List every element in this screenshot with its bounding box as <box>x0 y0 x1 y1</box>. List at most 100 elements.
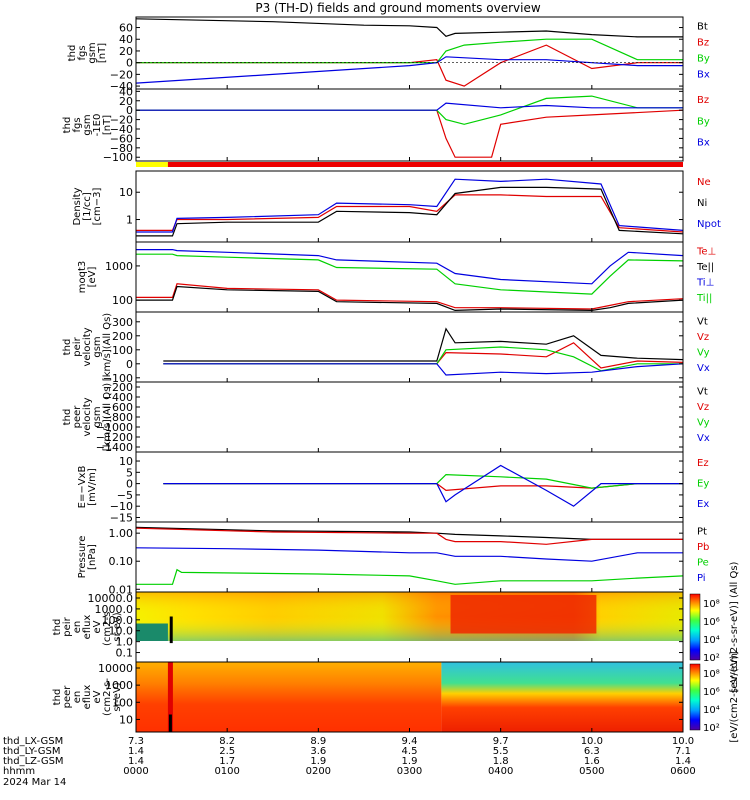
xaxis-value-3-3: 0300 <box>397 766 422 777</box>
ytick-label-peir_spectrogram-3: 10.0 <box>109 625 134 638</box>
ylabel-peer_spectrogram-0: thd <box>52 689 63 706</box>
legend-peer_velocity-0: Vt <box>697 386 708 397</box>
ytick-label-fgs_gsm_zoom-2: 0 <box>126 104 133 117</box>
ytick-label-peer_spectrogram-2: 100 <box>112 696 133 709</box>
legend-peir_velocity-0: Vt <box>697 316 708 327</box>
ytick-label-peir_velocity-4: −100 <box>103 372 133 385</box>
ylabel-fgs_gsm-2: gsm <box>87 42 98 63</box>
ylabel-peer_velocity-0: thd <box>62 409 73 426</box>
ytick-label-efield-2: 0 <box>126 478 133 491</box>
ylabel-peir_spectrogram-4: eV <box>92 620 103 633</box>
colorbar-tick-peer_spectrogram-3: 10² <box>703 723 720 734</box>
legend-fgs_gsm_zoom-1: By <box>697 116 710 127</box>
ylabel-fgs_gsm_zoom-1: fgs <box>72 117 83 132</box>
ylabel-density-2: [cm−3] <box>92 188 103 226</box>
legend-fgs_gsm-0: Bt <box>697 22 708 33</box>
ylabel-peer_velocity-1: peer <box>72 405 83 429</box>
ytick-label-fgs_gsm-4: −20 <box>110 68 133 81</box>
legend-density-1: Ni <box>697 198 707 209</box>
spectrogram-hot-region <box>450 595 597 634</box>
panel-density: Density [1/cc] [cm−3] 10 1 Ne Ni Npot <box>72 170 721 243</box>
ylabel-fgs_gsm_zoom-3: -1E0 <box>92 114 103 137</box>
ytick-label-density-0: 10 <box>119 186 133 199</box>
xaxis-value-2-4: 1.8 <box>493 756 509 767</box>
xaxis-value-1-4: 5.5 <box>493 746 509 757</box>
ylabel-fgs_gsm-3: [nT] <box>97 43 108 63</box>
xaxis-value-2-3: 1.9 <box>402 756 418 767</box>
ytick-label-fgs_gsm_zoom-7: −100 <box>103 151 133 164</box>
time-axis-labels: thd_LX-GSM 7.3 8.2 8.9 9.4 9.7 10.0 10.0 thd_LY-… <box>3 736 696 788</box>
series-fgs_gsm-By <box>136 38 683 64</box>
series-peir_velocity-Vx <box>163 363 684 376</box>
ytick-label-fgs_gsm-3: 0 <box>126 57 133 70</box>
ytick-label-temperature-1: 100 <box>112 294 133 307</box>
panel-peir_velocity: thd peir velocity gsm [km/s](All Qs) 30020010… <box>62 311 710 385</box>
colorbar-label-peir_spectrogram: [eV/(cm2-s-sr-eV)] (All Qs) <box>729 561 740 692</box>
xaxis-row-label-2: thd_LZ-GSM <box>3 756 64 767</box>
series-fgs_gsm-Bx <box>135 56 683 84</box>
colorbar-peer_spectrogram <box>689 663 701 731</box>
xaxis-value-1-1: 2.5 <box>219 746 235 757</box>
ytick-label-fgs_gsm-5: −40 <box>110 80 133 93</box>
legend-peir_velocity-1: Vz <box>697 332 709 343</box>
legend-fgs_gsm_zoom-2: Bx <box>697 138 710 149</box>
xaxis-value-2-5: 1.6 <box>584 756 600 767</box>
ytick-label-peer_velocity-4: −1000 <box>96 421 133 434</box>
ytick-label-peer_velocity-1: −400 <box>103 391 133 404</box>
ylabel-fgs_gsm-1: fgs <box>77 45 88 60</box>
panel-pressure: Pressure [nPa] 1.00 0.10 0.01 Pt Pb Pe Pi <box>77 521 709 596</box>
xaxis-value-0-3: 9.4 <box>402 736 418 747</box>
ytick-label-pressure-2: 0.01 <box>109 583 134 596</box>
series-temperature-Te⊥ <box>136 283 684 310</box>
legend-peir_velocity-3: Vx <box>697 363 710 374</box>
series-temperature-Ti|| <box>136 253 684 295</box>
ytick-label-peir_spectrogram-0: 10000.0 <box>88 592 134 605</box>
ylabel-fgs_gsm-0: thd <box>67 45 78 62</box>
series-temperature-Ti⊥ <box>136 249 684 285</box>
xaxis-value-3-1: 0100 <box>214 766 239 777</box>
series-density-Ni <box>136 186 684 237</box>
series-density-Ne <box>136 194 684 233</box>
xaxis-value-0-1: 8.2 <box>219 736 235 747</box>
xaxis-date: 2024 Mar 14 <box>3 777 66 788</box>
xaxis-row-label-1: thd_LY-GSM <box>3 746 60 757</box>
series-efield-Ex <box>163 464 683 507</box>
series-fgs_gsm-Bt <box>135 18 683 38</box>
ytick-label-fgs_gsm_zoom-5: −60 <box>110 132 133 145</box>
ytick-label-pressure-0: 1.00 <box>109 527 134 540</box>
figure-title: P3 (TH-D) fields and ground moments over… <box>255 1 540 15</box>
ylabel-efield-0: E=−VxB <box>77 466 88 509</box>
legend-pressure-0: Pt <box>697 526 707 537</box>
legend-fgs_gsm-1: Bz <box>697 38 709 49</box>
series-fgs_gsm-Bz <box>136 44 683 87</box>
ylabel-peer_velocity-2: velocity <box>82 397 93 436</box>
xaxis-value-1-5: 6.3 <box>584 746 600 757</box>
ylabel-efield-1: [mV/m] <box>87 468 98 506</box>
legend-pressure-1: Pb <box>697 542 709 553</box>
ytick-label-fgs_gsm-0: 60 <box>119 22 133 35</box>
legend-fgs_gsm_zoom-0: Bz <box>697 95 709 106</box>
ylabel-peir_velocity-0: thd <box>62 339 73 356</box>
ylabel-peir_velocity-1: peir <box>72 336 83 356</box>
ytick-label-efield-1: 5 <box>126 466 133 479</box>
legend-pressure-2: Pe <box>697 557 709 568</box>
series-temperature-Te|| <box>136 285 684 312</box>
ylabel-peer_spectrogram-5: (cm2-s- <box>102 678 113 716</box>
legend-peer_velocity-2: Vy <box>697 417 710 428</box>
ytick-label-fgs_gsm-1: 40 <box>119 33 133 46</box>
xaxis-value-3-6: 0600 <box>670 766 695 777</box>
ylabel-peir_spectrogram-5: (cm2-s- <box>102 608 113 646</box>
ytick-label-peir_velocity-0: 300 <box>112 316 133 329</box>
colorbar-label-peer_spectrogram: [eV/(cm2-s-sr-eV)] <box>729 651 740 742</box>
ytick-label-efield-5: −15 <box>110 511 133 524</box>
xaxis-value-0-2: 8.9 <box>310 736 326 747</box>
ytick-label-peir_velocity-3: 0 <box>126 358 133 371</box>
ylabel-peer_spectrogram-4: eV <box>92 690 103 703</box>
ylabel-peir_velocity-4: [km/s](All Qs) <box>102 313 113 381</box>
series-fgs_gsm_zoom-Bx <box>136 102 683 111</box>
